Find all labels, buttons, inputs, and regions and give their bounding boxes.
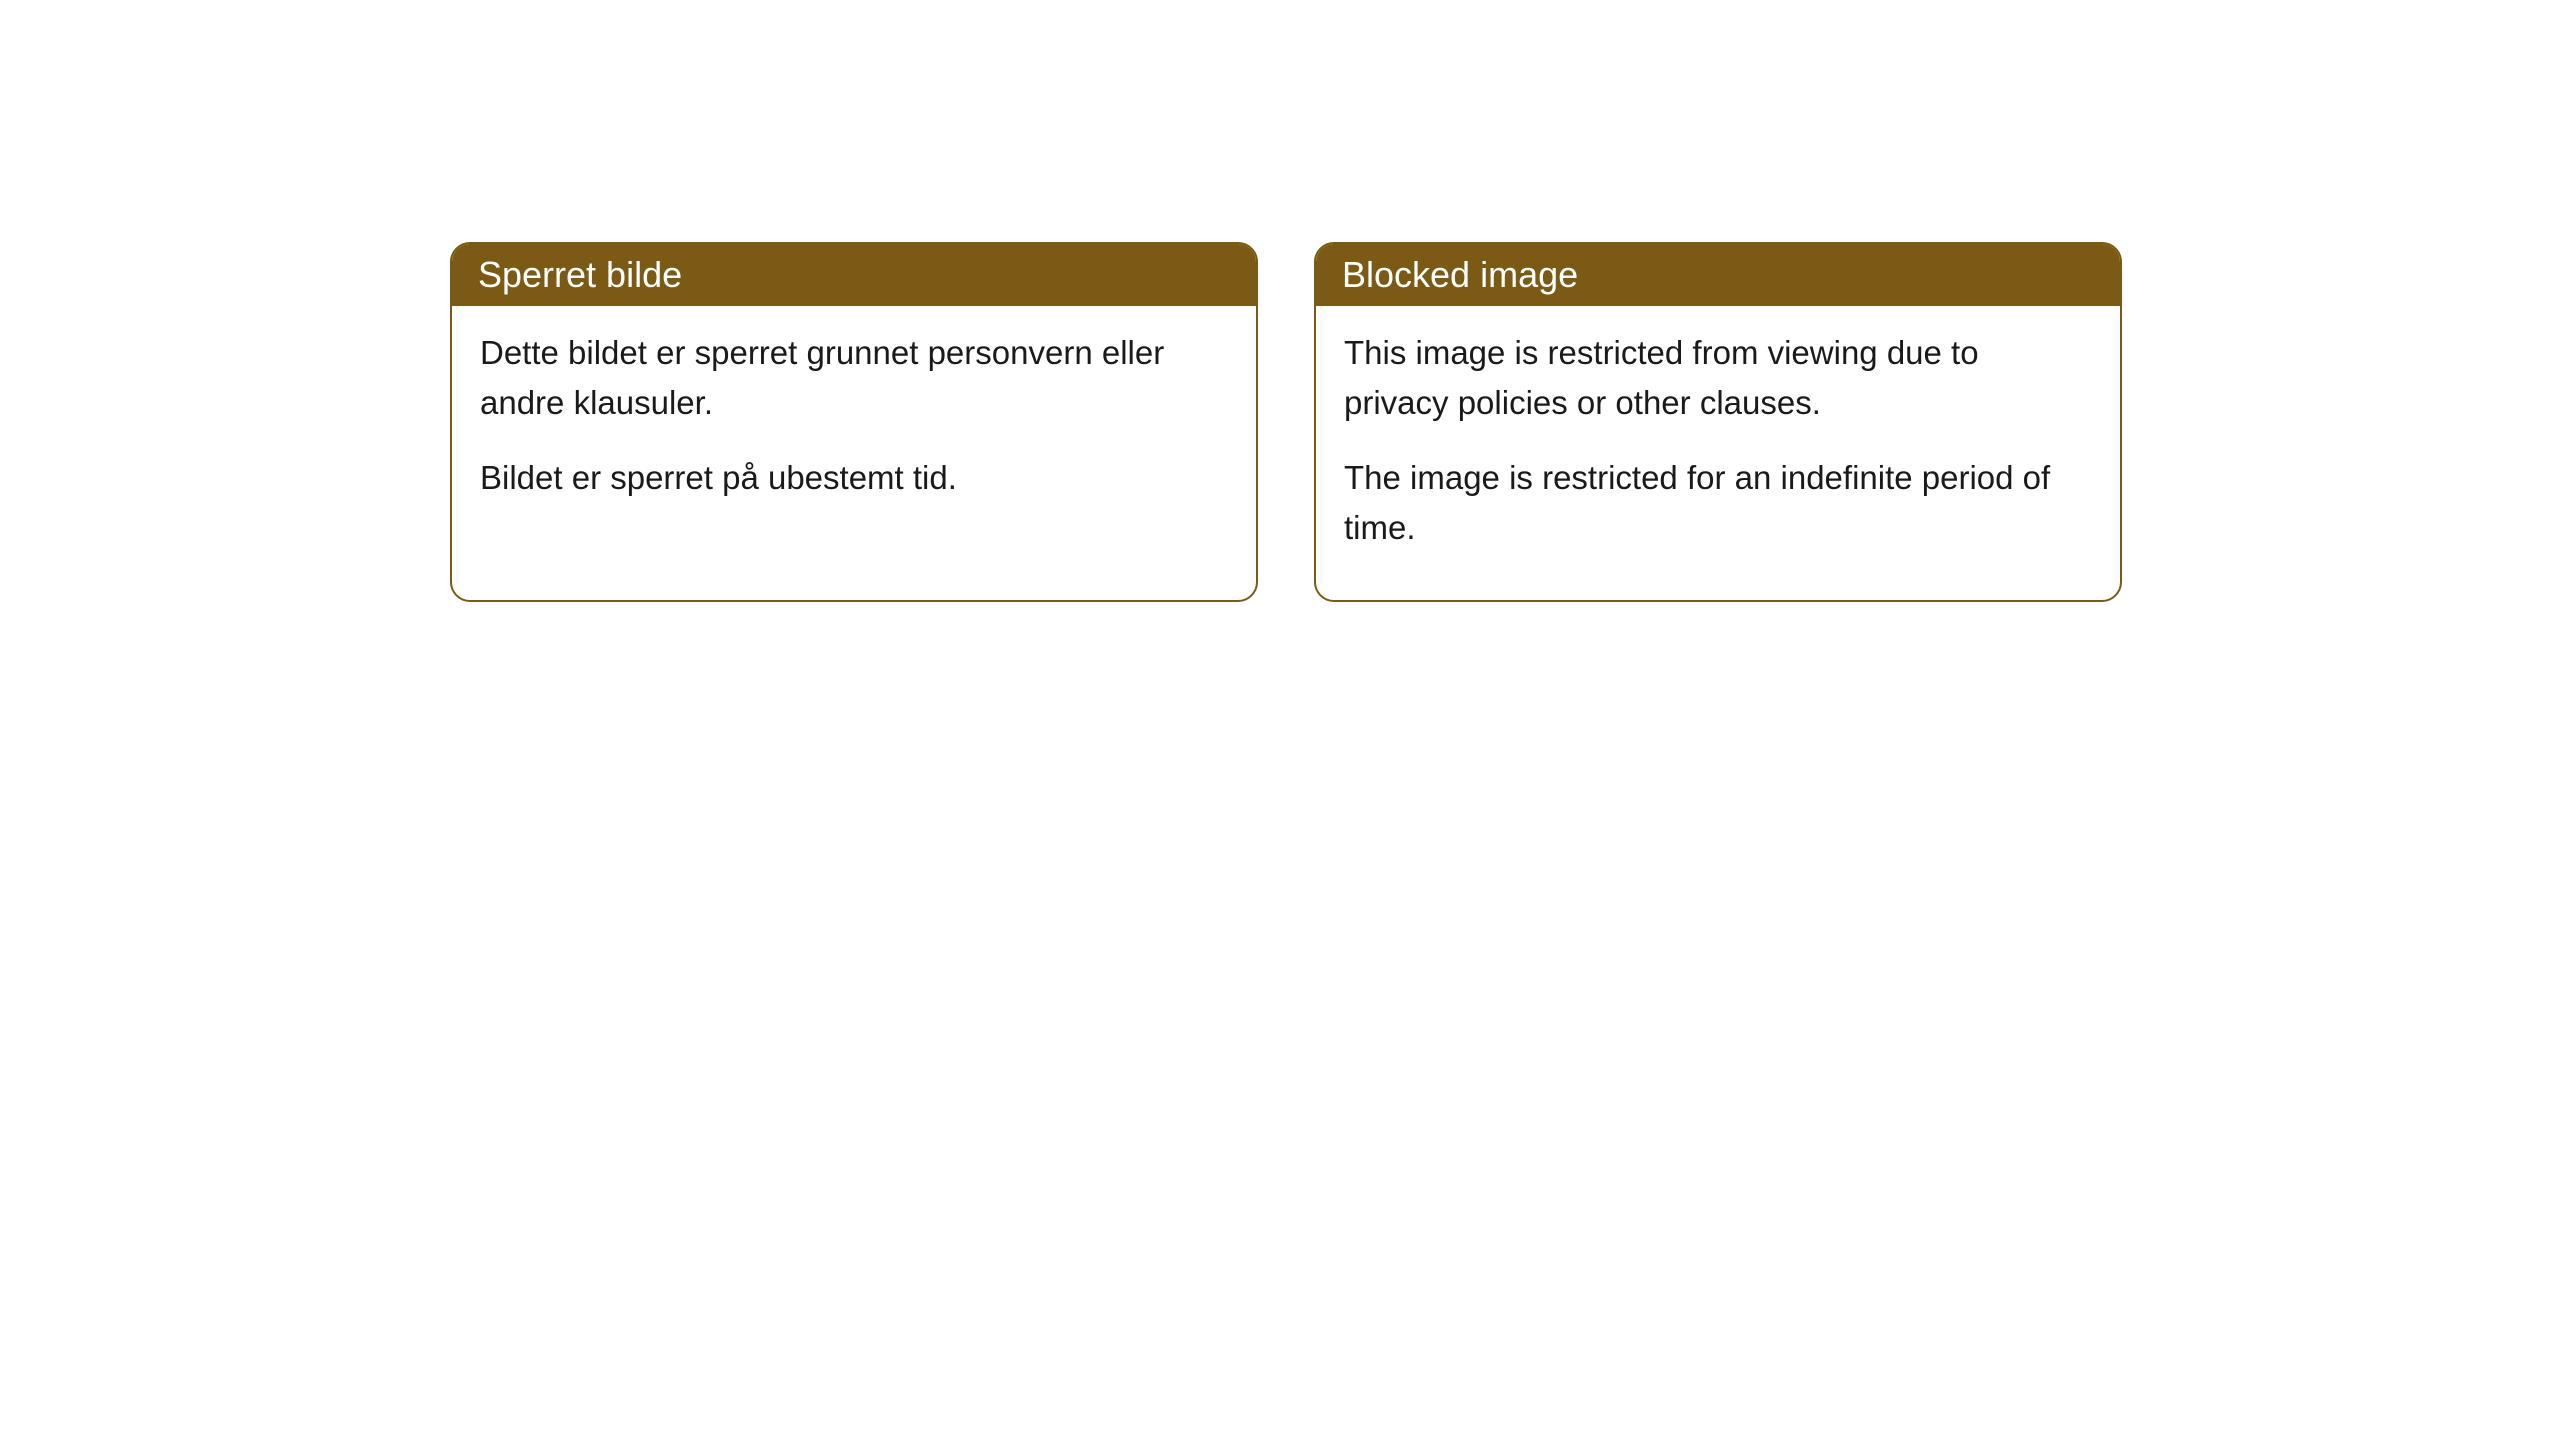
card-header: Sperret bilde	[452, 244, 1256, 306]
card-paragraph: The image is restricted for an indefinit…	[1344, 453, 2092, 552]
card-title: Sperret bilde	[478, 254, 682, 295]
card-title: Blocked image	[1342, 254, 1578, 295]
card-paragraph: This image is restricted from viewing du…	[1344, 328, 2092, 427]
card-body: This image is restricted from viewing du…	[1316, 306, 2120, 600]
notification-card-english: Blocked image This image is restricted f…	[1314, 242, 2122, 602]
card-header: Blocked image	[1316, 244, 2120, 306]
card-paragraph: Bildet er sperret på ubestemt tid.	[480, 453, 1228, 503]
notification-cards-container: Sperret bilde Dette bildet er sperret gr…	[450, 242, 2122, 602]
card-body: Dette bildet er sperret grunnet personve…	[452, 306, 1256, 551]
notification-card-norwegian: Sperret bilde Dette bildet er sperret gr…	[450, 242, 1258, 602]
card-paragraph: Dette bildet er sperret grunnet personve…	[480, 328, 1228, 427]
